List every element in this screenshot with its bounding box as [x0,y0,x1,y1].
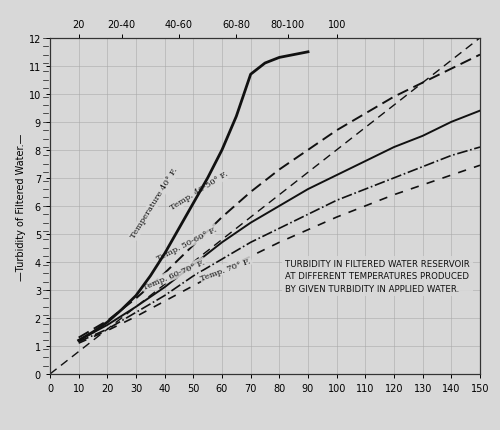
Text: Temp. 50-60° F.: Temp. 50-60° F. [156,225,218,262]
Y-axis label: —Turbidity of Filtered Water.—: —Turbidity of Filtered Water.— [16,133,26,280]
Text: Temp. 40-50° F.: Temp. 40-50° F. [169,170,230,212]
Text: Temp. 70° F.: Temp. 70° F. [199,256,252,282]
Text: Temperature 40° F.: Temperature 40° F. [129,166,180,240]
Text: Temp. 60-70° F.: Temp. 60-70° F. [142,258,206,292]
Text: TURBIDITY IN FILTERED WATER RESERVOIR
AT DIFFERENT TEMPERATURES PRODUCED
BY GIVE: TURBIDITY IN FILTERED WATER RESERVOIR AT… [285,259,470,293]
